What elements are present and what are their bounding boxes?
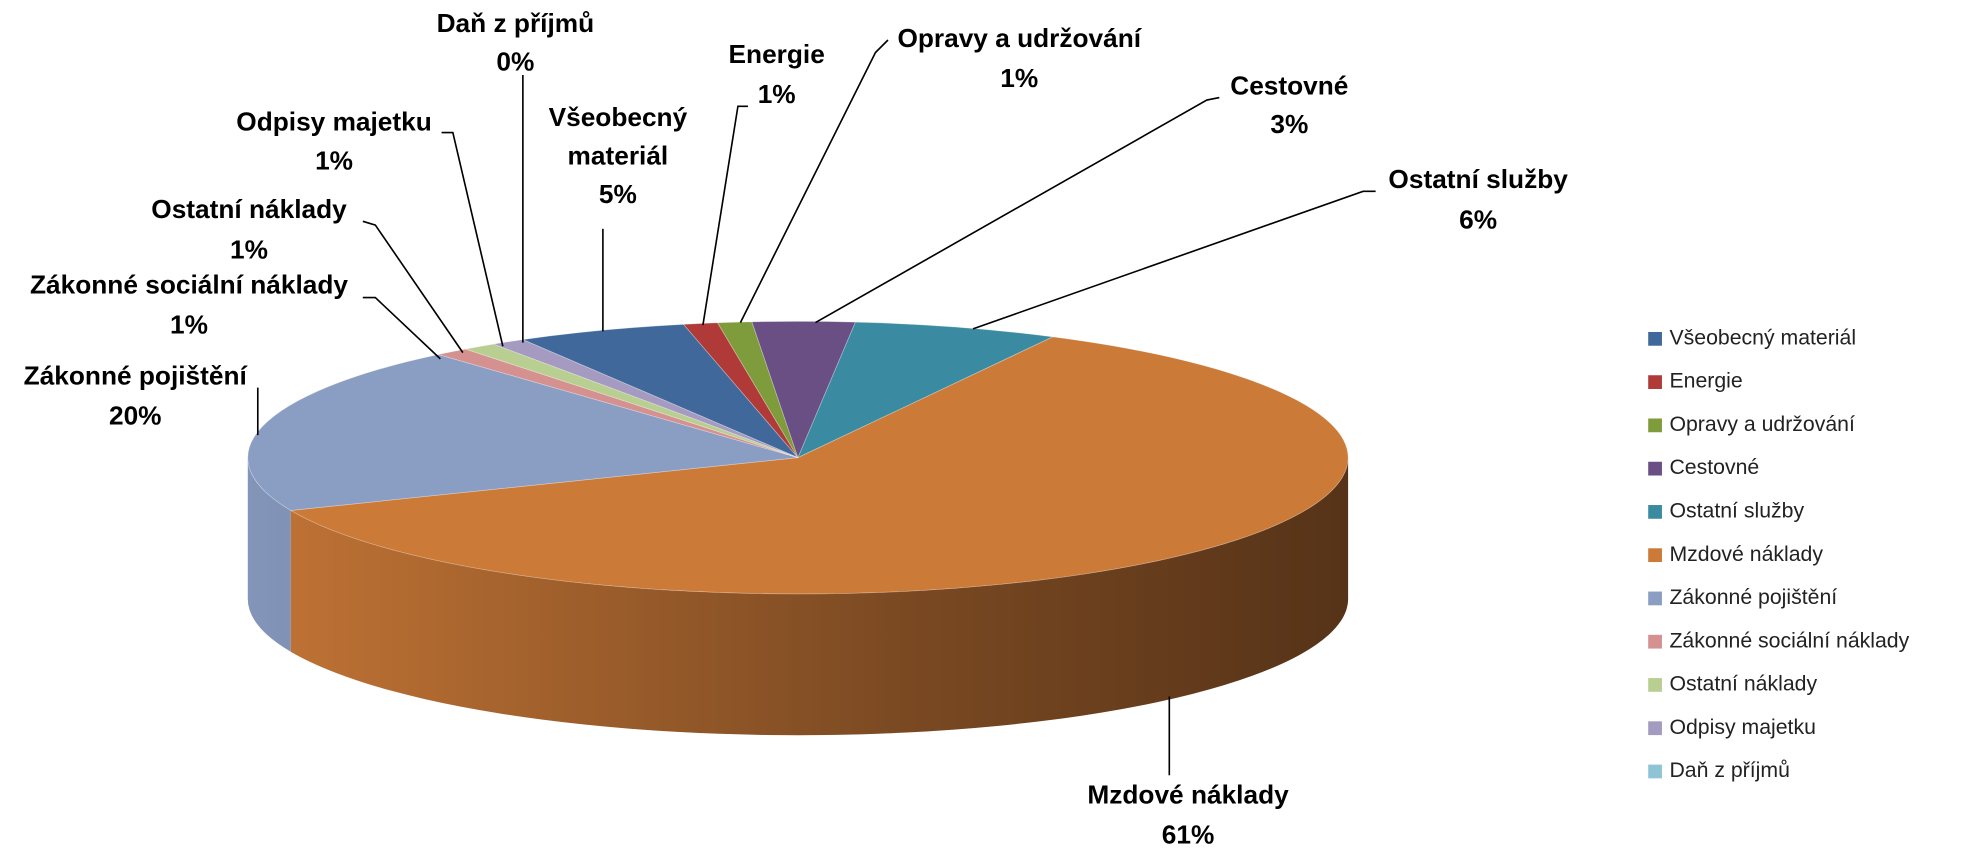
data-labels: Všeobecný materiál 5% Energie 1% Opravy a udr… [24, 8, 1569, 849]
label-name: Cestovné [1230, 70, 1348, 100]
legend-label: Mzdové náklady [1669, 542, 1823, 566]
legend-swatch [1648, 591, 1662, 606]
leader-line [362, 296, 441, 360]
pie-tops [247, 320, 1349, 595]
legend-label: Všeobecný materiál [1669, 325, 1856, 349]
leader-line [362, 220, 464, 354]
label-name: Energie [729, 39, 825, 69]
label-value: 20% [109, 401, 162, 431]
leader-line [739, 39, 889, 323]
legend-swatch [1648, 678, 1662, 692]
pie-sides [247, 457, 1349, 736]
slice-side [247, 457, 291, 652]
legend-swatch [1648, 461, 1662, 476]
legend-swatch [1648, 548, 1662, 563]
label-name: Mzdové náklady [1087, 779, 1289, 809]
slice [465, 343, 799, 458]
slice [521, 323, 799, 458]
slice [797, 321, 1055, 459]
leader-line [702, 105, 748, 326]
leader-line [815, 96, 1220, 324]
label-name: Zákonné pojištění [24, 361, 248, 391]
label-value: 3% [1270, 109, 1308, 139]
label-name: Odpisy majetku [236, 107, 431, 137]
label-value: 1% [170, 309, 208, 339]
legend-label: Ostatní náklady [1669, 672, 1817, 696]
slice [751, 320, 857, 459]
legend-swatch [1648, 764, 1662, 779]
legend-swatch [1648, 505, 1662, 519]
label-value: 1% [230, 234, 268, 264]
leader-line [972, 190, 1376, 330]
label-value: 1% [1000, 63, 1038, 93]
legend-swatch [1648, 721, 1662, 736]
label-value: 6% [1459, 204, 1497, 234]
slice-side [290, 457, 1349, 736]
legend-label: Opravy a udržování [1669, 412, 1855, 436]
legend-label: Energie [1669, 369, 1742, 393]
label-name: Opravy a udržování [897, 23, 1141, 53]
label-name: Zákonné sociální náklady [30, 269, 348, 299]
legend-label: Daň z příjmů [1669, 758, 1789, 782]
legend: Všeobecný materiál Energie Opravy a udržov… [1648, 325, 1910, 782]
label-value: 61% [1162, 819, 1215, 849]
label-value: 1% [758, 79, 796, 109]
legend-swatch [1648, 418, 1662, 433]
leader-line [441, 131, 504, 347]
legend-label: Zákonné sociální náklady [1669, 628, 1909, 652]
label-name: Všeobecný materiál [549, 102, 688, 171]
label-name: Ostatní služby [1388, 164, 1568, 194]
legend-label: Cestovné [1669, 455, 1759, 479]
legend-swatch [1648, 331, 1662, 346]
legend-swatch [1648, 634, 1662, 649]
slice [247, 354, 799, 511]
label-name: Ostatní náklady [151, 194, 347, 224]
slice [438, 348, 799, 458]
label-value: 5% [599, 179, 637, 209]
legend-label: Zákonné pojištění [1669, 585, 1837, 609]
slice [289, 336, 1349, 595]
legend-label: Ostatní služby [1669, 499, 1804, 523]
slice [716, 321, 799, 458]
legend-swatch [1648, 375, 1662, 389]
label-name: Daň z příjmů [437, 8, 595, 38]
label-value: 0% [496, 47, 534, 77]
label-value: 1% [315, 145, 353, 175]
slice [682, 322, 799, 458]
legend-label: Odpisy majetku [1669, 715, 1815, 739]
